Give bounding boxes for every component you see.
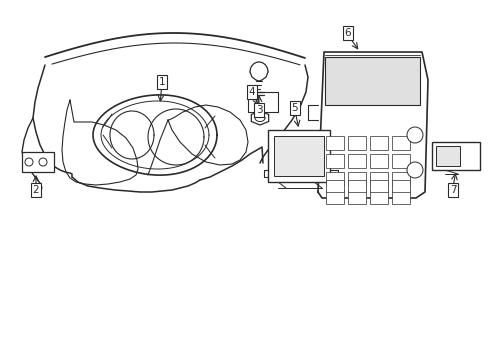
Text: 6: 6 (344, 28, 350, 38)
Text: 5: 5 (291, 103, 298, 113)
Bar (347, 172, 365, 186)
Bar (369, 136, 387, 150)
Bar (273, 136, 324, 176)
Bar (347, 136, 365, 150)
Bar (325, 172, 343, 186)
Bar (369, 172, 387, 186)
Circle shape (406, 162, 422, 178)
Bar (391, 180, 409, 192)
Bar (369, 190, 387, 204)
Polygon shape (317, 52, 427, 198)
Bar (22, 152, 54, 172)
Bar (325, 57, 419, 105)
Bar (435, 146, 459, 166)
Bar (391, 172, 409, 186)
Bar (391, 190, 409, 204)
Bar (369, 154, 387, 168)
Bar (347, 154, 365, 168)
Bar (347, 190, 365, 204)
Text: 7: 7 (449, 185, 455, 195)
Bar (325, 136, 343, 150)
Bar (347, 180, 365, 192)
Bar (325, 190, 343, 204)
Circle shape (39, 158, 47, 166)
Bar (391, 136, 409, 150)
Text: 3: 3 (255, 105, 262, 115)
Bar (391, 154, 409, 168)
Text: 4: 4 (248, 87, 255, 97)
Circle shape (25, 158, 33, 166)
Bar (369, 180, 387, 192)
Bar (267, 130, 329, 182)
Text: 2: 2 (33, 185, 39, 195)
Bar (431, 142, 479, 170)
Circle shape (406, 127, 422, 143)
Bar (325, 180, 343, 192)
Bar (325, 154, 343, 168)
Polygon shape (251, 111, 268, 125)
Text: 1: 1 (159, 77, 165, 87)
